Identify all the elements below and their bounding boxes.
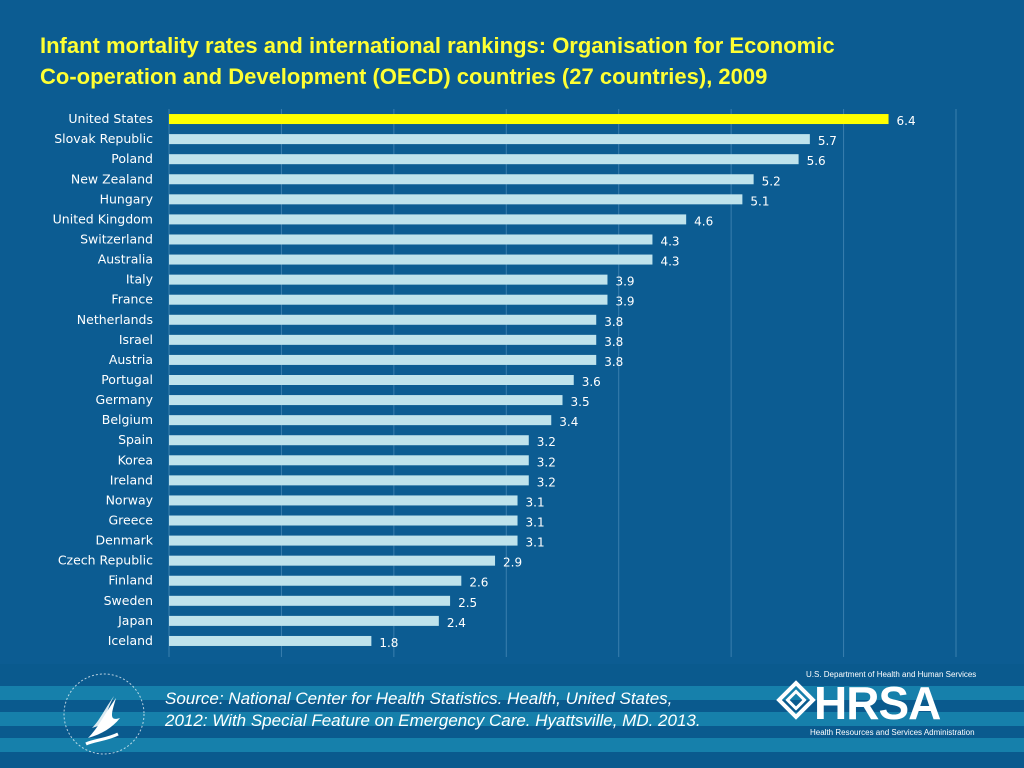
footer-stripe — [0, 686, 1024, 700]
bar — [169, 535, 518, 546]
category-label: Spain — [118, 432, 153, 447]
bar — [169, 154, 799, 165]
bar — [169, 615, 439, 626]
category-label: Norway — [106, 492, 154, 507]
value-label: 3.2 — [537, 435, 556, 449]
value-label: 3.8 — [604, 315, 623, 329]
value-label: 5.7 — [818, 134, 837, 148]
bar — [169, 515, 518, 526]
value-label: 4.3 — [660, 234, 679, 248]
category-label: Sweden — [104, 593, 153, 608]
category-label: Slovak Republic — [54, 131, 153, 146]
bar — [169, 254, 653, 265]
value-label: 3.9 — [615, 275, 634, 289]
bar — [169, 274, 608, 285]
bar — [169, 575, 462, 586]
bar — [169, 555, 496, 566]
bar — [169, 375, 574, 385]
category-label: Netherlands — [77, 312, 153, 327]
hrsa-name: HRSA — [814, 677, 941, 729]
category-label: Finland — [108, 573, 153, 588]
category-label: United States — [68, 111, 153, 126]
bar — [169, 174, 754, 185]
bar — [169, 134, 810, 145]
category-label: Australia — [98, 252, 153, 267]
category-label: Germany — [96, 392, 154, 407]
category-label: Japan — [117, 613, 153, 628]
footer-stripe — [0, 738, 1024, 752]
chart-title-line-2: Co-operation and Development (OECD) coun… — [40, 64, 768, 89]
value-label: 2.5 — [458, 596, 477, 610]
chart-title-line-1: Infant mortality rates and international… — [40, 33, 835, 58]
category-label: Portugal — [101, 372, 153, 387]
category-label: Poland — [111, 151, 153, 166]
category-label: Denmark — [96, 533, 154, 548]
category-label: Israel — [119, 332, 153, 347]
value-label: 3.4 — [559, 415, 578, 429]
category-label: France — [111, 292, 153, 307]
footer-band — [0, 664, 1024, 768]
bar — [169, 114, 889, 125]
category-label: Italy — [126, 272, 154, 287]
value-label: 3.2 — [537, 455, 556, 469]
value-label: 3.8 — [604, 335, 623, 349]
bar — [169, 635, 372, 646]
value-label: 3.1 — [526, 536, 545, 550]
footer-stripe — [0, 712, 1024, 726]
category-label: United Kingdom — [53, 211, 153, 226]
category-label: Belgium — [102, 412, 153, 427]
category-label: Czech Republic — [58, 553, 153, 568]
source-line-1: Source: National Center for Health Stati… — [165, 689, 673, 708]
bar — [169, 314, 597, 325]
value-label: 5.6 — [807, 154, 826, 168]
bar — [169, 435, 529, 446]
value-label: 3.1 — [526, 495, 545, 509]
hhs-eagle-seal-icon — [63, 673, 145, 755]
value-label: 3.5 — [571, 395, 590, 409]
value-label: 3.9 — [615, 295, 634, 309]
bar — [169, 354, 597, 365]
category-label: Hungary — [100, 191, 154, 206]
category-label: Greece — [109, 513, 154, 528]
category-label: New Zealand — [71, 171, 153, 186]
bar — [169, 334, 597, 345]
category-label: Ireland — [110, 472, 153, 487]
category-label: Switzerland — [80, 231, 153, 246]
bar — [169, 294, 608, 305]
bar — [169, 194, 743, 205]
bar-chart: 0.01.02.03.04.05.06.07.0United States6.4… — [53, 109, 966, 679]
source-note: Source: National Center for Health Stati… — [165, 688, 805, 732]
bar — [169, 395, 563, 406]
hrsa-knot-icon — [776, 680, 816, 720]
bar — [169, 214, 687, 225]
value-label: 5.1 — [750, 194, 769, 208]
bar — [169, 455, 529, 466]
chart-title: Infant mortality rates and international… — [40, 30, 1000, 92]
bar — [169, 475, 529, 486]
category-label: Iceland — [108, 633, 153, 648]
bar — [169, 415, 552, 426]
value-label: 3.6 — [582, 375, 601, 389]
value-label: 1.8 — [379, 636, 398, 650]
hrsa-full-name: Health Resources and Services Administra… — [810, 728, 975, 737]
value-label: 5.2 — [762, 174, 781, 188]
bar — [169, 495, 518, 506]
value-label: 3.8 — [604, 355, 623, 369]
value-label: 3.2 — [537, 475, 556, 489]
value-label: 4.6 — [694, 214, 713, 228]
value-label: 3.1 — [526, 516, 545, 530]
bar — [169, 234, 653, 245]
source-line-2: 2012: With Special Feature on Emergency … — [165, 711, 701, 730]
category-label: Austria — [109, 352, 153, 367]
hrsa-logo: U.S. Department of Health and Human Serv… — [776, 668, 976, 738]
value-label: 6.4 — [897, 114, 916, 128]
category-label: Korea — [118, 452, 153, 467]
value-label: 2.4 — [447, 616, 466, 630]
value-label: 4.3 — [660, 255, 679, 269]
hrsa-department: U.S. Department of Health and Human Serv… — [806, 670, 977, 679]
value-label: 2.9 — [503, 556, 522, 570]
value-label: 2.6 — [469, 576, 488, 590]
bar — [169, 595, 451, 606]
